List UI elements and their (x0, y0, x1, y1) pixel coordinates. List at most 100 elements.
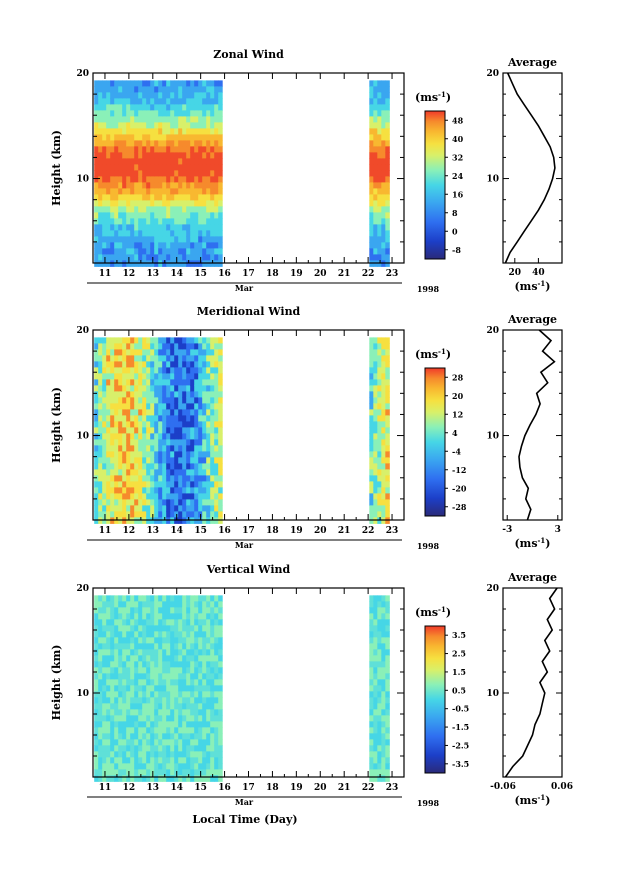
heatmap-cell (218, 343, 223, 350)
profile-unit-exp: -1 (538, 279, 546, 288)
heatmap-cell (194, 757, 199, 764)
heatmap-cell (162, 212, 167, 219)
heatmap-cell (385, 517, 390, 524)
heatmap-cell (122, 679, 127, 686)
heatmap-cell (158, 643, 163, 650)
heatmap-cell (186, 691, 191, 698)
heatmap-cell (210, 763, 215, 770)
heatmap-cell (166, 745, 171, 752)
heatmap-cell (381, 655, 386, 662)
heatmap-cell (110, 260, 115, 267)
heatmap-cell (170, 439, 175, 446)
heatmap-cell (178, 487, 183, 494)
heatmap-cell (174, 463, 179, 470)
heatmap-cell (186, 188, 191, 195)
heatmap-cell (122, 745, 127, 752)
heatmap-cell (98, 355, 103, 362)
heatmap-cell (182, 397, 187, 404)
heatmap-cell (114, 709, 119, 716)
heatmap-cell (381, 493, 386, 500)
heatmap-cell (190, 176, 195, 183)
heatmap-cell (170, 649, 175, 656)
heatmap-cell (118, 673, 123, 680)
heatmap-cell (166, 194, 171, 201)
heatmap-cell (130, 613, 135, 620)
heatmap-cell (373, 505, 378, 512)
heatmap-cell (182, 637, 187, 644)
heatmap-cell (369, 218, 374, 225)
heatmap-cell (170, 763, 175, 770)
heatmap-cell (162, 613, 167, 620)
heatmap-cell (134, 499, 139, 506)
heatmap-cell (98, 122, 103, 129)
heatmap-cell (102, 146, 107, 153)
heatmap-cell (377, 685, 382, 692)
heatmap-cell (369, 499, 374, 506)
heatmap-cell (122, 751, 127, 758)
heatmap-cell (373, 685, 378, 692)
heatmap-cell (118, 643, 123, 650)
heatmap-cell (190, 727, 195, 734)
heatmap-cell (122, 637, 127, 644)
heatmap-cell (138, 463, 143, 470)
heatmap-cell (114, 673, 119, 680)
heatmap-cell (170, 745, 175, 752)
heatmap-cell (194, 343, 199, 350)
heatmap-cell (166, 254, 171, 261)
heatmap-cell (166, 775, 171, 782)
heatmap-cell (110, 613, 115, 620)
heatmap-cell (190, 685, 195, 692)
heatmap-cell (130, 601, 135, 608)
heatmap-cell (158, 242, 163, 249)
heatmap-cell (122, 134, 127, 141)
heatmap-cell (214, 212, 219, 219)
heatmap-cell (202, 200, 207, 207)
heatmap-cell (162, 427, 167, 434)
heatmap-cell (202, 511, 207, 518)
heatmap-cell (118, 505, 123, 512)
heatmap-cell (385, 511, 390, 518)
heatmap-cell (174, 343, 179, 350)
heatmap-cell (166, 511, 171, 518)
heatmap-cell (94, 511, 99, 518)
heatmap-cell (146, 733, 151, 740)
heatmap-cell (166, 631, 171, 638)
heatmap-cell (190, 769, 195, 776)
heatmap-cell (206, 661, 211, 668)
heatmap-cell (170, 367, 175, 374)
heatmap-cell (186, 200, 191, 207)
heatmap-cell (166, 206, 171, 213)
heatmap-cell (214, 745, 219, 752)
heatmap-cell (114, 152, 119, 159)
heatmap-cell (150, 607, 155, 614)
heatmap-cell (134, 164, 139, 171)
x-tick-label: 20 (314, 269, 327, 279)
heatmap-cell (142, 104, 147, 111)
heatmap-cell (377, 164, 382, 171)
heatmap-cell (130, 373, 135, 380)
heatmap-cell (369, 355, 374, 362)
heatmap-cell (186, 355, 191, 362)
heatmap-cell (377, 194, 382, 201)
heatmap-cell (162, 673, 167, 680)
heatmap-cell (154, 733, 159, 740)
colorbar-tick-label: 16 (452, 189, 464, 199)
heatmap-cell (182, 403, 187, 410)
heatmap-cell (202, 745, 207, 752)
heatmap-cell (146, 242, 151, 249)
heatmap-cell (98, 134, 103, 141)
colorbar-tick-label: -2.5 (452, 740, 469, 750)
heatmap-cell (146, 212, 151, 219)
heatmap-cell (166, 481, 171, 488)
heatmap-cell (174, 661, 179, 668)
heatmap-cell (166, 110, 171, 117)
heatmap-cell (146, 667, 151, 674)
heatmap-cell (106, 116, 111, 123)
heatmap-cell (210, 176, 215, 183)
heatmap-cell (110, 739, 115, 746)
heatmap-cell (194, 763, 199, 770)
heatmap-cell (186, 703, 191, 710)
heatmap-cell (186, 403, 191, 410)
heatmap-cell (122, 457, 127, 464)
heatmap-cell (134, 631, 139, 638)
